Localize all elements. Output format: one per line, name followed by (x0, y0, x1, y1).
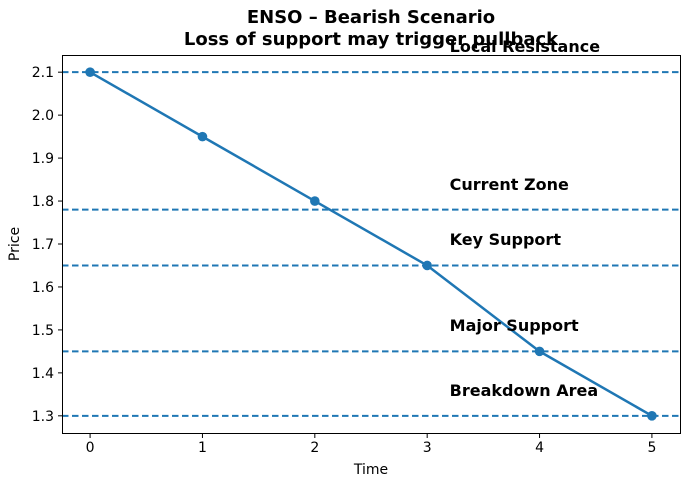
annotation-breakdown-area: Breakdown Area (449, 380, 599, 400)
x-axis-label: Time (353, 462, 389, 478)
y-tick-label: 1.4 (32, 366, 54, 382)
chart-title-block: ENSO – Bearish Scenario Loss of support … (62, 7, 680, 51)
x-tick-label: 2 (310, 440, 319, 456)
y-axis-label: Price (7, 226, 23, 262)
chart-subtitle: Loss of support may trigger pullback (183, 29, 559, 50)
x-tick-label: 4 (535, 440, 544, 456)
series-line-price (89, 71, 653, 417)
data-point (422, 260, 432, 271)
annotation-current-zone: Current Zone (449, 174, 569, 194)
annotation-major-support: Major Support (449, 316, 579, 336)
annotation-local-resistance: Local Resistance (449, 37, 601, 57)
y-tick-label: 1.5 (32, 323, 54, 339)
y-tick-label: 2.0 (32, 108, 54, 124)
y-tick-label: 1.8 (32, 194, 54, 210)
y-tick-label: 1.3 (32, 409, 54, 425)
data-point (647, 411, 657, 421)
x-tick-label: 5 (647, 440, 656, 456)
x-tick-label: 0 (86, 440, 95, 456)
x-tick-label: 3 (423, 440, 432, 456)
data-point (85, 67, 95, 77)
data-point (534, 346, 545, 357)
y-tick-label: 1.7 (32, 237, 54, 253)
y-tick-label: 1.6 (32, 280, 54, 296)
x-tick-label: 1 (198, 440, 207, 456)
data-point (197, 131, 208, 142)
plot-frame (62, 55, 681, 434)
y-tick-label: 1.9 (32, 151, 54, 167)
annotation-key-support: Key Support (449, 230, 561, 250)
chart-title: ENSO – Bearish Scenario (246, 7, 496, 28)
y-tick-label: 2.1 (32, 65, 54, 81)
data-point (310, 196, 320, 206)
